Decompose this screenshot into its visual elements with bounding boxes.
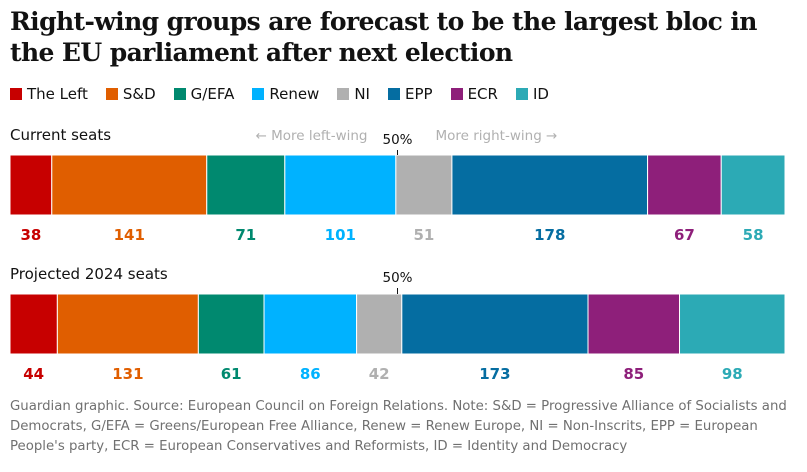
legend-swatch [450,88,463,100]
bar-segment [587,293,681,355]
bar-segment [51,154,208,216]
bar-segment [647,154,722,216]
data-label: 38 [20,226,41,244]
midpoint-label: 50% [382,132,412,148]
data-label: 131 [112,365,143,383]
legend-swatch [515,88,528,100]
data-label: 85 [623,365,644,383]
data-label: 42 [369,365,390,383]
legend-label: The Left [27,85,88,103]
data-label: 67 [674,226,695,244]
legend-label: EPP [404,85,433,103]
legend-item: NI [337,85,370,103]
left-wing-annotation: ← More left-wing [255,128,367,144]
midpoint-label: 50% [382,270,412,286]
legend-swatch [10,88,22,100]
bar-segment [197,293,265,355]
legend-item: S&D [105,85,156,103]
legend-item: ECR [450,85,498,103]
legend-label: G/EFA [190,85,235,103]
legend-swatch [252,88,265,100]
data-label: 51 [413,226,434,244]
bar-segment [284,154,397,216]
bar-segment [451,154,649,216]
bar-segment [9,293,58,355]
data-label: 44 [23,365,44,383]
bar-segment [401,293,589,355]
bar-segment [9,154,53,216]
legend-swatch [337,88,350,100]
legend-item: EPP [387,85,433,103]
legend-swatch [387,88,400,100]
bar-segment [56,293,199,355]
data-label: 86 [300,365,321,383]
data-label: 58 [743,226,764,244]
legend: The Left S&D G/EFA Renew NI EPP ECR ID [10,84,567,104]
legend-label: ECR [467,85,498,103]
bar-segment [679,293,786,355]
legend-item: The Left [10,85,88,103]
legend-item: Renew [252,85,319,103]
legend-swatch [173,88,186,100]
bar-segment [206,154,286,216]
data-label: 71 [235,226,256,244]
data-label: 178 [534,226,565,244]
data-label: 141 [114,226,145,244]
legend-label: ID [532,85,549,103]
data-label: 173 [479,365,510,383]
source-note: Guardian graphic. Source: European Counc… [10,399,787,454]
bar-segment [720,154,786,216]
legend-label: S&D [122,85,156,103]
data-label: 101 [325,226,356,244]
right-wing-annotation: More right-wing → [436,128,558,144]
bar-segment [263,293,358,355]
legend-item: G/EFA [173,85,235,103]
data-label: 61 [221,365,242,383]
bar-segment [356,293,403,355]
legend-label: Renew [269,85,320,103]
legend-swatch [105,88,118,100]
data-label: 98 [722,365,743,383]
chart-title: Right-wing groups are forecast to be the… [10,7,757,67]
bar-segment [395,154,453,216]
legend-item: ID [515,85,549,103]
series-title: Projected 2024 seats [10,265,168,283]
series-title: Current seats [10,126,111,144]
legend-label: NI [354,85,370,103]
stacked-bar-chart: Current seats 38 141 71 101 51 178 67 58 50% ← Mor… [9,126,786,383]
